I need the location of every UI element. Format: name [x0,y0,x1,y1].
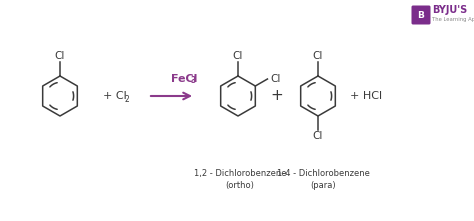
Text: 1,2 - Dichlorobenzene
(ortho): 1,2 - Dichlorobenzene (ortho) [194,169,286,190]
Text: Cl: Cl [233,51,243,61]
Text: Cl: Cl [313,51,323,61]
Text: Cl: Cl [55,51,65,61]
Text: 1-4 - Dichlorobenzene
(para): 1-4 - Dichlorobenzene (para) [276,169,369,190]
Text: + Cl: + Cl [103,91,127,101]
Text: FeCl: FeCl [172,74,198,84]
Text: BYJU'S: BYJU'S [432,5,467,15]
Text: +: + [271,88,283,103]
Text: 2: 2 [125,95,130,103]
FancyBboxPatch shape [411,6,430,25]
Text: B: B [418,11,424,19]
Text: Cl: Cl [271,74,281,84]
Text: The Learning App: The Learning App [432,17,474,23]
Text: 3: 3 [191,76,196,85]
Text: Cl: Cl [313,131,323,141]
Text: + HCl: + HCl [350,91,382,101]
